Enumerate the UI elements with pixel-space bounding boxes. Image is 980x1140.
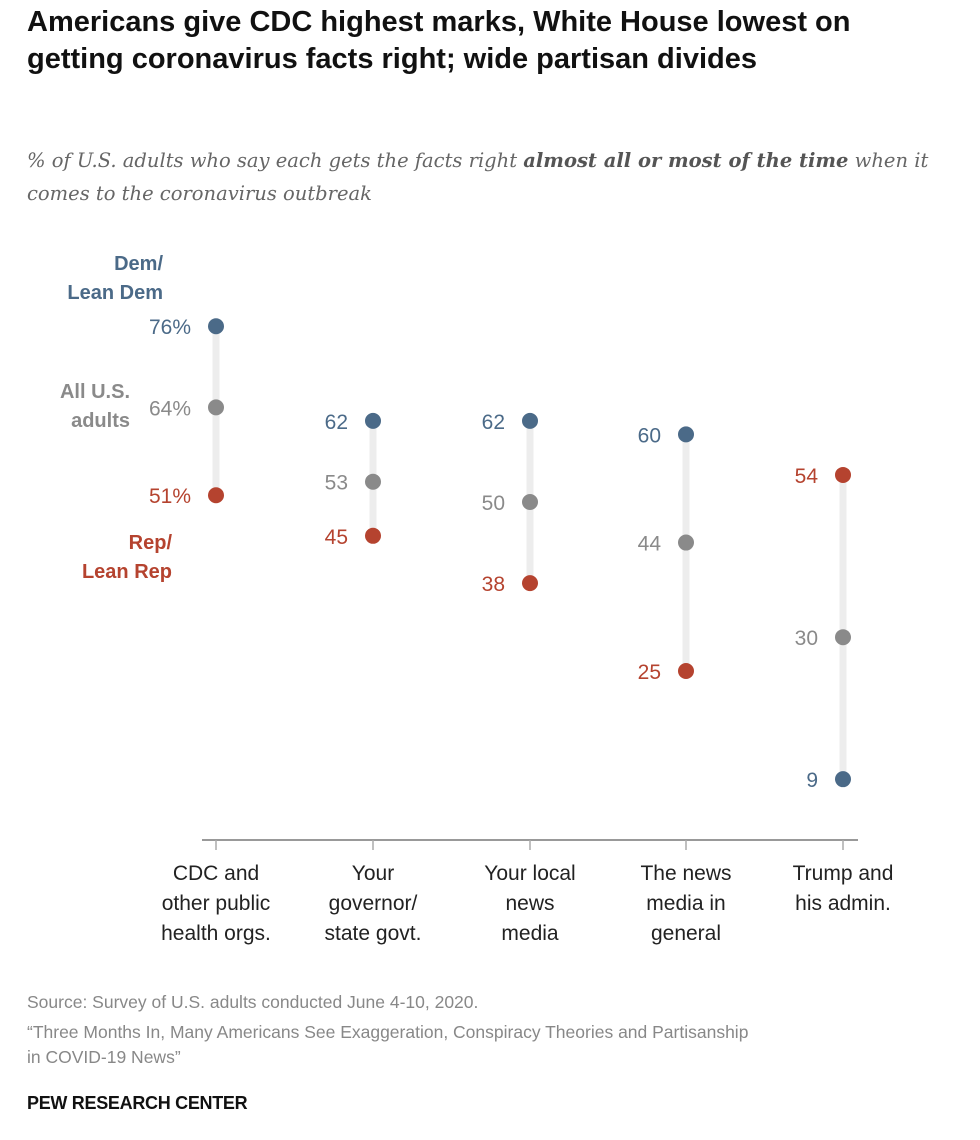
data-point xyxy=(835,629,851,646)
series-label: Lean Rep xyxy=(82,561,172,583)
category-label: The news xyxy=(640,862,731,885)
series-label: All U.S. xyxy=(60,381,130,403)
category-label: Your xyxy=(352,862,394,885)
data-label: 53 xyxy=(325,472,348,495)
data-point xyxy=(522,494,538,510)
data-point xyxy=(365,527,381,544)
data-label: 44 xyxy=(638,533,662,556)
subtitle-text: % of U.S. adults who say each gets the f… xyxy=(27,149,524,172)
series-label: Lean Dem xyxy=(67,282,163,304)
category-label: Your local xyxy=(484,862,575,885)
data-label: 60 xyxy=(638,424,661,447)
category-label: other public xyxy=(162,892,271,915)
report-title-line1: “Three Months In, Many Americans See Exa… xyxy=(27,1022,749,1042)
category-label: his admin. xyxy=(795,892,891,915)
category-label: governor/ xyxy=(329,892,418,915)
data-label: 38 xyxy=(482,573,505,596)
data-point xyxy=(678,663,694,679)
data-point xyxy=(835,466,851,483)
subtitle-bold-text: almost all or most of the time xyxy=(523,149,849,172)
category-label: general xyxy=(651,922,721,945)
data-label: 45 xyxy=(325,526,348,549)
category-label: CDC and xyxy=(173,862,259,885)
data-label: 62 xyxy=(482,411,505,434)
series-label: Dem/ xyxy=(114,253,163,275)
chart-subtitle: % of U.S. adults who say each gets the f… xyxy=(27,144,947,210)
data-point xyxy=(678,426,694,443)
source-note: Source: Survey of U.S. adults conducted … xyxy=(27,992,479,1012)
data-label: 50 xyxy=(482,492,505,515)
data-point xyxy=(522,412,538,429)
data-label: 64% xyxy=(149,397,191,420)
subtitle-text-end: when it comes to the coronavirus outbrea… xyxy=(27,149,929,205)
data-point xyxy=(678,534,694,551)
series-label: Rep/ xyxy=(129,532,173,554)
dot-plot-chart: CDC and other public health orgs. 76% 64% 51%… xyxy=(60,253,894,945)
series-label: adults xyxy=(71,410,130,432)
brand-logo-text: PEW RESEARCH CENTER xyxy=(27,1093,248,1113)
category-label: media xyxy=(501,922,559,945)
data-label: 62 xyxy=(325,411,348,434)
category-label: health orgs. xyxy=(161,922,271,945)
data-point xyxy=(522,575,538,592)
category-label: media in xyxy=(646,892,725,915)
category-label: Trump and xyxy=(793,862,894,885)
data-point xyxy=(365,412,381,429)
data-point xyxy=(365,473,381,490)
report-title-line2: in COVID-19 News” xyxy=(27,1047,181,1067)
category-label: state govt. xyxy=(325,922,422,945)
chart-title: Americans give CDC highest marks, White … xyxy=(27,6,851,75)
data-label: 9 xyxy=(806,769,818,792)
data-point xyxy=(208,318,224,335)
data-label: 76% xyxy=(149,316,191,339)
category-label: news xyxy=(505,892,554,915)
data-label: 30 xyxy=(795,627,818,650)
data-point xyxy=(208,487,224,504)
data-label: 25 xyxy=(638,661,661,684)
data-point xyxy=(835,771,851,788)
data-point xyxy=(208,399,224,416)
data-label: 54 xyxy=(795,465,819,488)
data-label: 51% xyxy=(149,485,191,508)
